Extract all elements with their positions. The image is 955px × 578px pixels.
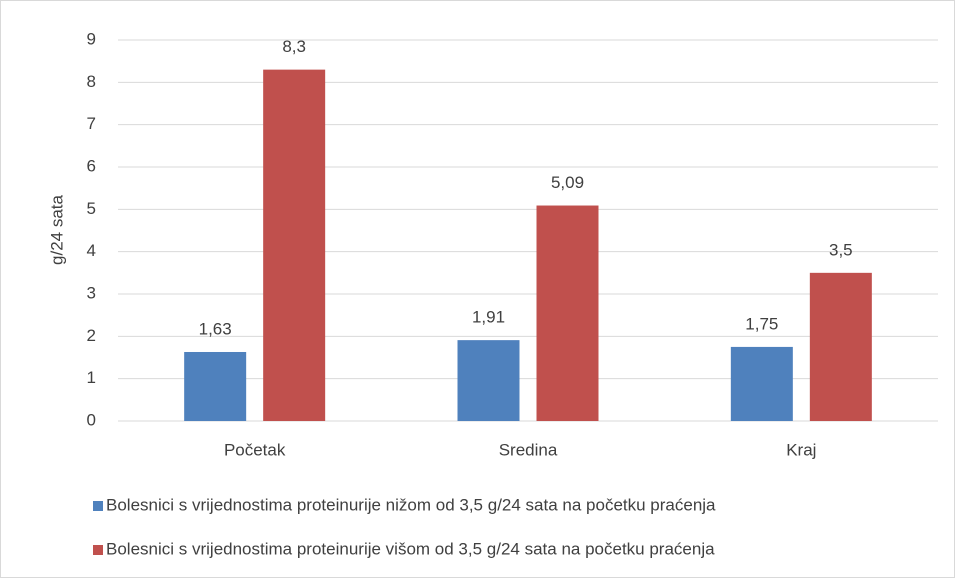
data-label: 1,75 bbox=[745, 314, 778, 333]
data-label: 1,63 bbox=[199, 319, 232, 338]
legend-label: Bolesnici s vrijednostima proteinurije v… bbox=[106, 539, 715, 558]
y-axis-label: g/24 sata bbox=[47, 194, 66, 264]
x-tick-label: Sredina bbox=[499, 440, 558, 459]
y-tick-label: 3 bbox=[87, 283, 96, 302]
bar bbox=[730, 346, 793, 421]
bar bbox=[263, 69, 326, 421]
bar bbox=[536, 205, 599, 421]
y-tick-label: 7 bbox=[87, 114, 96, 133]
legend-label: Bolesnici s vrijednostima proteinurije n… bbox=[106, 495, 716, 514]
data-label: 3,5 bbox=[829, 240, 853, 259]
y-tick-label: 4 bbox=[87, 241, 96, 260]
y-tick-label: 0 bbox=[87, 410, 96, 429]
y-tick-label: 8 bbox=[87, 72, 96, 91]
y-tick-label: 1 bbox=[87, 368, 96, 387]
y-tick-label: 6 bbox=[87, 156, 96, 175]
data-label: 5,09 bbox=[551, 173, 584, 192]
bar bbox=[184, 351, 247, 421]
data-label: 1,91 bbox=[472, 308, 505, 327]
legend-swatch bbox=[93, 545, 103, 555]
bar bbox=[457, 340, 520, 421]
x-tick-label: Početak bbox=[224, 440, 286, 459]
bar bbox=[809, 272, 872, 421]
y-tick-label: 2 bbox=[87, 326, 96, 345]
y-tick-label: 9 bbox=[87, 29, 96, 48]
data-label: 8,3 bbox=[282, 37, 306, 56]
x-tick-label: Kraj bbox=[786, 440, 816, 459]
y-tick-label: 5 bbox=[87, 199, 96, 218]
legend-swatch bbox=[93, 501, 103, 511]
